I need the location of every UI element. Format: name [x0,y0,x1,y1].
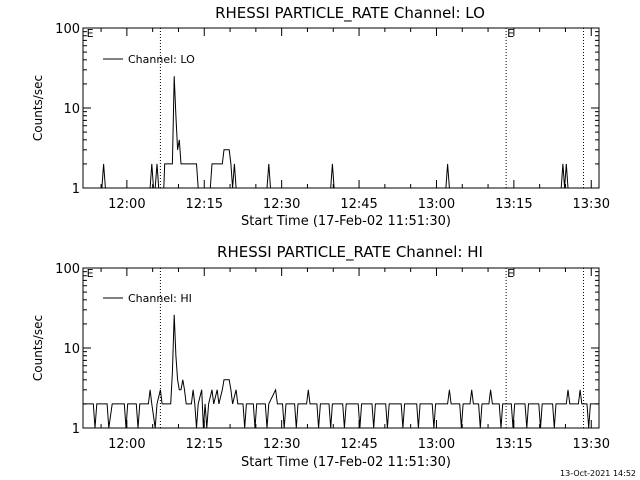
y-tick-label: 1 [72,422,80,437]
legend-label: Channel: LO [128,53,195,66]
y-tick-label: 100 [55,22,80,37]
footer-timestamp: 13-Oct-2021 14:52 [560,469,636,478]
legend-label: Channel: HI [128,292,192,305]
y-tick-label: 1 [72,182,80,197]
axes: 1 10 100 12:00 12:15 12:30 12:45 13:00 13:15 13:3… [55,262,610,452]
legend: Channel: HI [103,292,192,305]
x-tick-label: 13:30 [573,197,610,212]
x-tick-label: 12:30 [263,197,300,212]
x-tick-label: 12:45 [340,197,377,212]
x-tick-label: 13:15 [495,437,532,452]
y-axis-label: Counts/sec [31,75,45,141]
x-tick-label: 12:00 [108,437,145,452]
y-tick-label: 100 [55,262,80,277]
series-line [83,314,599,429]
y-axis-label: Counts/sec [31,315,45,381]
e-marker-label: E [87,267,94,280]
chart-panel-hi: RHESSI PARTICLE_RATE Channel: HI Counts/… [31,243,610,470]
axes: 1 10 100 12:00 12:15 12:30 12:45 13:00 13:15 13:3… [55,22,610,212]
x-tick-label: 13:00 [418,437,455,452]
y-tick-label: 10 [63,102,80,117]
x-axis-label: Start Time (17-Feb-02 11:51:30) [241,214,451,229]
x-tick-label: 12:30 [263,437,300,452]
chart-title: RHESSI PARTICLE_RATE Channel: HI [217,243,483,262]
e-marker-label: E [87,27,94,40]
series-line [83,76,599,189]
y-tick-label: 10 [63,342,80,357]
x-tick-label: 12:45 [340,437,377,452]
x-tick-label: 13:00 [418,197,455,212]
x-tick-label: 12:15 [186,437,223,452]
chart-title: RHESSI PARTICLE_RATE Channel: LO [215,4,485,23]
legend: Channel: LO [103,53,195,66]
chart-panel-lo: RHESSI PARTICLE_RATE Channel: LO Counts/… [31,4,610,229]
x-tick-label: 13:30 [573,437,610,452]
x-tick-label: 13:15 [495,197,532,212]
x-tick-label: 12:00 [108,197,145,212]
x-tick-label: 12:15 [186,197,223,212]
e-marker-label: E [507,267,514,280]
e-marker-label: E [507,27,514,40]
x-axis-label: Start Time (17-Feb-02 11:51:30) [241,455,451,470]
